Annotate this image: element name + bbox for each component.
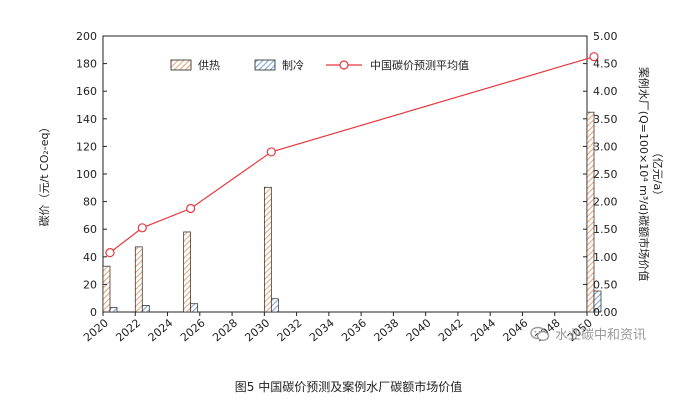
bar-cool bbox=[270, 298, 279, 313]
y2-tick-label: 1.50 bbox=[593, 223, 618, 236]
legend-line-marker bbox=[339, 60, 349, 70]
plot-area-frame bbox=[102, 35, 588, 313]
price-point bbox=[589, 52, 599, 62]
y-tick-label: 20 bbox=[83, 278, 97, 291]
y2-tick-label: 0.00 bbox=[593, 306, 618, 319]
x-tick-label: 2034 bbox=[307, 316, 337, 344]
bar-cool bbox=[109, 307, 118, 313]
wechat-icon bbox=[530, 326, 550, 341]
legend-label-heat: 供热 bbox=[198, 58, 220, 72]
y-tick-label: 140 bbox=[76, 113, 97, 126]
line-series-group bbox=[105, 52, 599, 258]
x-tick-label: 2022 bbox=[113, 316, 143, 344]
bar-cool bbox=[593, 290, 602, 313]
x-tick-label: 2046 bbox=[501, 316, 531, 344]
y-tick-label: 60 bbox=[83, 223, 97, 236]
bars-group bbox=[102, 111, 602, 313]
left-axis-ticks: 0 20 40 60 80 100 120 140 160 180 200 bbox=[76, 30, 107, 319]
x-tick-label: 2042 bbox=[436, 316, 466, 344]
bar-cool bbox=[141, 305, 150, 313]
y2-tick-label: 3.50 bbox=[593, 113, 618, 126]
price-line bbox=[109, 56, 595, 254]
y-tick-label: 40 bbox=[83, 251, 97, 264]
legend-swatch-cool bbox=[254, 59, 276, 71]
price-point bbox=[105, 248, 115, 258]
y2-axis-title: 案例水厂(Q=100×10⁴ m³/d)碳额市场价值 bbox=[637, 67, 651, 281]
bar-heat bbox=[263, 186, 272, 313]
price-point bbox=[266, 147, 276, 157]
figure-caption: 图5 中国碳价预测及案例水厂碳额市场价值 bbox=[234, 380, 463, 394]
y-axis-title: 碳价（元/t CO₂-eq） bbox=[37, 122, 51, 227]
y-tick-label: 120 bbox=[76, 140, 97, 153]
y2-tick-label: 0.50 bbox=[593, 278, 618, 291]
y2-tick-label: 2.00 bbox=[593, 196, 618, 209]
price-point bbox=[137, 223, 147, 233]
x-tick-label: 2030 bbox=[242, 316, 272, 344]
y2-tick-label: 1.00 bbox=[593, 251, 618, 264]
y2-tick-label: 3.00 bbox=[593, 140, 618, 153]
bar-cool bbox=[190, 303, 199, 313]
y-tick-label: 80 bbox=[83, 196, 97, 209]
price-point bbox=[186, 203, 196, 214]
y2-tick-label: 5.00 bbox=[593, 30, 618, 43]
x-tick-label: 2032 bbox=[275, 316, 305, 344]
right-axis-ticks: 0.00 0.50 1.00 1.50 2.00 2.50 3.00 3.50 4.00 4.50… bbox=[583, 30, 618, 319]
bar-heat bbox=[102, 265, 111, 313]
x-tick-label: 2028 bbox=[210, 316, 240, 344]
bar-heat bbox=[586, 111, 595, 313]
x-tick-label: 2026 bbox=[178, 316, 208, 344]
y2-axis-unit: （亿元/a） bbox=[651, 147, 664, 201]
y2-tick-label: 4.00 bbox=[593, 85, 618, 98]
x-tick-label: 2024 bbox=[146, 316, 176, 344]
y2-tick-label: 4.50 bbox=[593, 58, 618, 71]
y-tick-label: 200 bbox=[76, 30, 97, 43]
legend-label-cool: 制冷 bbox=[282, 59, 304, 72]
x-tick-label: 2020 bbox=[81, 316, 111, 344]
watermark: 水业碳中和资讯 bbox=[530, 324, 646, 343]
y-tick-label: 160 bbox=[76, 85, 97, 98]
y-tick-label: 0 bbox=[90, 306, 97, 319]
y2-tick-label: 2.50 bbox=[593, 168, 618, 181]
legend: 供热 制冷 中国碳价预测平均值 bbox=[170, 58, 469, 72]
y-tick-label: 180 bbox=[76, 58, 97, 71]
x-axis-ticks: 2020 2022 2024 2026 2028 2030 2032 2034 2036 2038… bbox=[81, 312, 595, 344]
bar-heat bbox=[183, 231, 192, 313]
bar-heat bbox=[134, 246, 143, 313]
legend-label-price: 中国碳价预测平均值 bbox=[370, 58, 469, 72]
x-tick-label: 2038 bbox=[372, 316, 402, 344]
legend-swatch-heat bbox=[170, 59, 192, 71]
y-tick-label: 100 bbox=[76, 168, 97, 181]
x-tick-label: 2040 bbox=[404, 316, 434, 344]
watermark-text: 水业碳中和资讯 bbox=[555, 328, 647, 343]
x-tick-label: 2044 bbox=[468, 316, 498, 344]
x-tick-label: 2036 bbox=[339, 316, 369, 344]
